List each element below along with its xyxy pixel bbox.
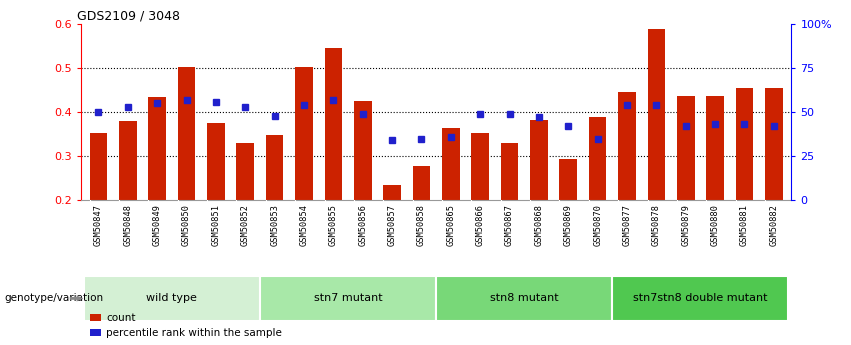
Text: stn7 mutant: stn7 mutant <box>314 294 382 303</box>
Bar <box>471 133 489 200</box>
Text: GSM50847: GSM50847 <box>94 204 103 246</box>
Bar <box>559 159 577 200</box>
Bar <box>83 276 260 321</box>
Bar <box>324 48 342 200</box>
Bar <box>613 276 789 321</box>
Bar <box>207 123 225 200</box>
Text: GSM50865: GSM50865 <box>446 204 455 246</box>
Bar <box>413 166 431 200</box>
Bar <box>148 97 166 200</box>
Text: stn8 mutant: stn8 mutant <box>490 294 558 303</box>
Text: GSM50849: GSM50849 <box>152 204 162 246</box>
Text: GSM50869: GSM50869 <box>563 204 573 246</box>
Text: GSM50878: GSM50878 <box>652 204 661 246</box>
Text: GSM50880: GSM50880 <box>711 204 720 246</box>
Text: GSM50848: GSM50848 <box>123 204 132 246</box>
Text: genotype/variation: genotype/variation <box>4 294 103 303</box>
Bar <box>436 276 613 321</box>
Text: stn7stn8 double mutant: stn7stn8 double mutant <box>633 294 768 303</box>
Bar <box>442 128 460 200</box>
Bar <box>119 121 137 200</box>
Text: GSM50881: GSM50881 <box>740 204 749 246</box>
Text: GSM50856: GSM50856 <box>358 204 368 246</box>
Bar <box>89 133 107 200</box>
Text: wild type: wild type <box>146 294 197 303</box>
Bar <box>500 143 518 200</box>
Text: GSM50858: GSM50858 <box>417 204 426 246</box>
Text: GSM50866: GSM50866 <box>476 204 485 246</box>
Bar <box>260 276 436 321</box>
Bar <box>266 136 283 200</box>
Bar <box>765 88 783 200</box>
Text: GSM50850: GSM50850 <box>182 204 191 246</box>
Bar <box>735 88 753 200</box>
Text: GSM50867: GSM50867 <box>505 204 514 246</box>
Bar <box>648 29 665 200</box>
Text: GSM50854: GSM50854 <box>300 204 309 246</box>
Text: GSM50870: GSM50870 <box>593 204 603 246</box>
Text: GSM50857: GSM50857 <box>387 204 397 246</box>
Legend: count, percentile rank within the sample: count, percentile rank within the sample <box>90 313 282 338</box>
Text: GSM50882: GSM50882 <box>769 204 779 246</box>
Text: GSM50877: GSM50877 <box>622 204 631 246</box>
Bar <box>530 120 548 200</box>
Text: GSM50853: GSM50853 <box>270 204 279 246</box>
Bar <box>618 92 636 200</box>
Bar <box>677 96 694 200</box>
Text: GSM50868: GSM50868 <box>534 204 544 246</box>
Text: GSM50852: GSM50852 <box>241 204 250 246</box>
Bar <box>383 185 401 200</box>
Text: GDS2109 / 3048: GDS2109 / 3048 <box>77 10 180 23</box>
Text: GSM50855: GSM50855 <box>328 204 338 246</box>
Bar <box>354 101 372 200</box>
Bar <box>589 117 607 200</box>
Bar <box>178 67 196 200</box>
Text: GSM50851: GSM50851 <box>211 204 220 246</box>
Bar <box>706 96 724 200</box>
Bar <box>237 143 254 200</box>
Bar <box>295 67 313 200</box>
Text: GSM50879: GSM50879 <box>681 204 690 246</box>
